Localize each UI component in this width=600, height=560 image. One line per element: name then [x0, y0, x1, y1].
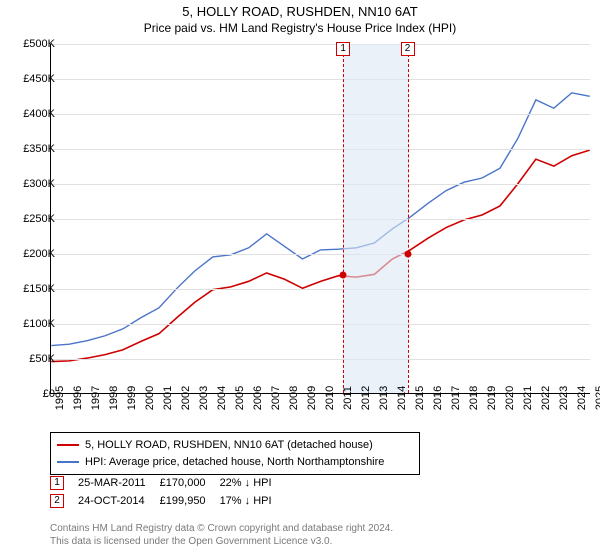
legend-swatch: [57, 444, 79, 446]
legend-item: HPI: Average price, detached house, Nort…: [57, 454, 413, 471]
y-tick-label: £150K: [7, 283, 55, 295]
trade-delta: 17% ↓ HPI: [220, 492, 286, 510]
y-tick-label: £400K: [7, 108, 55, 120]
trade-price: £170,000: [160, 474, 220, 492]
x-tick-label: 2008: [288, 386, 300, 410]
trade-delta: 22% ↓ HPI: [220, 474, 286, 492]
x-tick-label: 2019: [486, 386, 498, 410]
x-tick-label: 1996: [72, 386, 84, 410]
x-tick-label: 2017: [450, 386, 462, 410]
trade-price: £199,950: [160, 492, 220, 510]
trade-date: 25-MAR-2011: [78, 474, 160, 492]
footer-line: This data is licensed under the Open Gov…: [50, 535, 393, 548]
event-marker-icon: 2: [401, 42, 415, 56]
x-tick-label: 2001: [162, 386, 174, 410]
x-tick-label: 2025: [594, 386, 600, 410]
x-tick-label: 1999: [126, 386, 138, 410]
legend-swatch: [57, 461, 79, 463]
x-tick-label: 2000: [144, 386, 156, 410]
x-tick-label: 1995: [54, 386, 66, 410]
chart-container: 5, HOLLY ROAD, RUSHDEN, NN10 6AT Price p…: [0, 0, 600, 560]
trades-table: 1 25-MAR-2011 £170,000 22% ↓ HPI 2 24-OC…: [50, 474, 286, 510]
x-tick-label: 1998: [108, 386, 120, 410]
x-tick-label: 2002: [180, 386, 192, 410]
x-tick-label: 2007: [270, 386, 282, 410]
trade-marker-icon: 2: [50, 494, 64, 508]
y-tick-label: £100K: [7, 318, 55, 330]
x-tick-label: 2012: [360, 386, 372, 410]
x-tick-label: 2023: [558, 386, 570, 410]
trade-row: 1 25-MAR-2011 £170,000 22% ↓ HPI: [50, 474, 286, 492]
y-tick-label: £250K: [7, 213, 55, 225]
chart-subtitle: Price paid vs. HM Land Registry's House …: [0, 21, 600, 39]
sale-dot-icon: [404, 251, 411, 258]
y-tick-label: £450K: [7, 73, 55, 85]
trade-marker-icon: 1: [50, 476, 64, 490]
x-tick-label: 2004: [216, 386, 228, 410]
event-marker-icon: 1: [336, 42, 350, 56]
y-tick-label: £500K: [7, 38, 55, 50]
sale-dot-icon: [340, 272, 347, 279]
y-tick-label: £0: [7, 388, 55, 400]
y-tick-label: £350K: [7, 143, 55, 155]
x-tick-label: 2014: [396, 386, 408, 410]
x-tick-label: 2006: [252, 386, 264, 410]
x-tick-label: 2016: [432, 386, 444, 410]
legend-box: 5, HOLLY ROAD, RUSHDEN, NN10 6AT (detach…: [50, 432, 420, 475]
legend-label: 5, HOLLY ROAD, RUSHDEN, NN10 6AT (detach…: [85, 437, 373, 454]
legend-label: HPI: Average price, detached house, Nort…: [85, 454, 384, 471]
y-tick-label: £50K: [7, 353, 55, 365]
x-tick-label: 2024: [576, 386, 588, 410]
x-tick-label: 2009: [306, 386, 318, 410]
x-tick-label: 2011: [342, 386, 354, 410]
x-tick-label: 1997: [90, 386, 102, 410]
y-tick-label: £300K: [7, 178, 55, 190]
chart-title: 5, HOLLY ROAD, RUSHDEN, NN10 6AT: [0, 0, 600, 21]
x-tick-label: 2013: [378, 386, 390, 410]
x-tick-label: 2005: [234, 386, 246, 410]
x-tick-label: 2018: [468, 386, 480, 410]
x-tick-label: 2020: [504, 386, 516, 410]
series-price_paid: [51, 150, 589, 361]
trade-date: 24-OCT-2014: [78, 492, 160, 510]
x-tick-label: 2022: [540, 386, 552, 410]
y-tick-label: £200K: [7, 248, 55, 260]
x-tick-label: 2010: [324, 386, 336, 410]
x-tick-label: 2003: [198, 386, 210, 410]
legend-item: 5, HOLLY ROAD, RUSHDEN, NN10 6AT (detach…: [57, 437, 413, 454]
footer-text: Contains HM Land Registry data © Crown c…: [50, 522, 393, 548]
trade-row: 2 24-OCT-2014 £199,950 17% ↓ HPI: [50, 492, 286, 510]
plot-area: 12: [50, 44, 590, 394]
x-tick-label: 2015: [414, 386, 426, 410]
x-tick-label: 2021: [522, 386, 534, 410]
footer-line: Contains HM Land Registry data © Crown c…: [50, 522, 393, 535]
